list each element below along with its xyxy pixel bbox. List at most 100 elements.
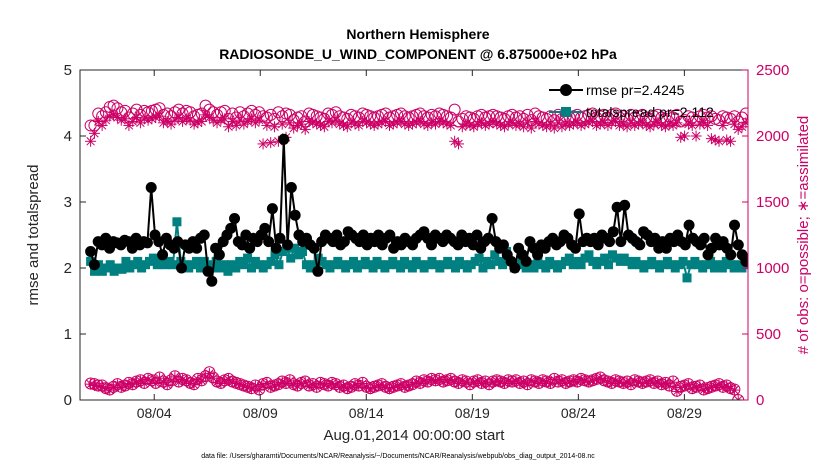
rmse-point: [278, 133, 290, 145]
rmse-point: [176, 262, 188, 274]
y-right-tick-label: 500: [756, 326, 781, 343]
obs-assimilated-low-point: [728, 384, 740, 396]
rmse-point: [520, 255, 532, 267]
obs-assimilated-point: [85, 135, 97, 147]
totalspread-point: [706, 256, 716, 266]
legend: rmse pr=2.4245 totalspread pr=2.112: [549, 82, 714, 120]
obs-assimilated-low-point: [732, 394, 744, 400]
totalspread-point: [168, 260, 178, 270]
y-axis-left-label: rmse and totalspread: [25, 165, 42, 306]
totalspread-point: [584, 250, 594, 260]
obs-assimilated-point: [713, 135, 725, 147]
legend-label-rmse: rmse pr=2.4245: [586, 82, 685, 98]
totalspread-point: [270, 250, 280, 260]
totalspread-point: [604, 260, 614, 270]
y-right-tick-label: 1000: [756, 260, 789, 277]
rmse-point: [634, 239, 646, 251]
rmse-point: [604, 236, 616, 248]
obs-assimilated-low-point: [583, 376, 595, 388]
rmse-point: [145, 181, 157, 193]
totalspread-point: [490, 250, 500, 260]
rmse-point: [338, 236, 350, 248]
rmse-point: [486, 213, 498, 224]
rmse-point: [274, 232, 286, 244]
obs-assimilated-point: [196, 115, 208, 127]
totalspread-point: [541, 263, 551, 273]
obs-assimilated-point: [257, 138, 269, 150]
obs-assimilated-point: [265, 137, 277, 149]
obs-possible-point: [448, 103, 461, 116]
x-axis: 08/04 08/09 08/14 08/19 08/24 08/29: [137, 70, 702, 421]
totalspread-point: [286, 253, 296, 263]
rmse-point: [698, 232, 710, 244]
totalspread-point: [486, 260, 496, 270]
totalspread-point: [90, 266, 100, 276]
x-tick-label: 08/29: [667, 405, 702, 421]
totalspread-point: [223, 266, 233, 276]
y-left-tick-label: 1: [64, 326, 72, 343]
rmse-point: [683, 219, 695, 231]
obs-possible-low-point: [737, 0, 748, 6]
totalspread-point: [133, 256, 143, 266]
rmse-point: [384, 229, 396, 241]
rmse-point: [312, 265, 324, 277]
rmse-point: [740, 255, 748, 267]
obs-assimilated-low-point: [587, 375, 599, 387]
series-layer: [84, 0, 751, 400]
rmse-point: [725, 249, 737, 261]
totalspread-point: [274, 260, 284, 270]
totalspread-point: [600, 253, 610, 263]
y-left-tick-label: 5: [64, 62, 72, 79]
rmse-point: [285, 181, 297, 193]
obs-assimilated-point: [525, 122, 537, 134]
legend-marker-totalspread: [561, 107, 571, 117]
rmse-point: [202, 265, 214, 277]
totalspread-point: [309, 260, 319, 270]
obs-possible-low-point: [740, 0, 751, 6]
obs-assimilated-point: [728, 118, 740, 130]
totalspread-point: [682, 273, 692, 283]
y-axis-left: 0 1 2 3 4 5: [64, 62, 86, 409]
rmse-point: [85, 246, 97, 257]
data-file-footer: data file: /Users/gharamti/Documents/NCA…: [201, 453, 595, 460]
totalspread-point: [239, 260, 249, 270]
totalspread-point: [297, 247, 307, 256]
rmse-point: [497, 239, 509, 251]
obs-possible-point: [272, 106, 285, 119]
obs-assimilated-point: [725, 135, 737, 147]
totalspread-point: [368, 263, 378, 273]
totalspread-point: [478, 263, 488, 273]
y-right-tick-label: 2500: [756, 62, 789, 79]
totalspread-point: [121, 256, 131, 266]
obs-assimilated-point: [276, 118, 288, 130]
totalspread-point: [407, 263, 417, 273]
y-left-tick-label: 3: [64, 194, 72, 211]
totalspread-point: [348, 256, 358, 266]
rmse-point: [732, 239, 744, 251]
totalspread-point: [576, 260, 586, 270]
rmse-point: [229, 213, 241, 224]
totalspread-point: [717, 263, 727, 273]
y-left-tick-label: 0: [64, 392, 72, 409]
rmse-point: [244, 242, 256, 254]
y-right-tick-label: 1500: [756, 194, 789, 211]
totalspread-point: [231, 263, 241, 273]
rmse-point: [569, 242, 581, 254]
totalspread-point: [105, 260, 115, 270]
rmse-point: [308, 242, 320, 254]
totalspread-point: [529, 263, 539, 273]
rmse-point: [157, 249, 169, 261]
totalspread-point: [219, 260, 229, 270]
y-axis-right-label: # of obs: o=possible; ∗=assimilated: [795, 116, 812, 355]
rmse-point: [619, 199, 631, 211]
totalspread-point: [195, 263, 205, 273]
totalspread-point: [564, 253, 574, 263]
chart-title-line2: RADIOSONDE_U_WIND_COMPONENT @ 6.875000e+…: [219, 46, 617, 62]
totalspread-point: [396, 263, 406, 273]
x-tick-label: 08/04: [137, 405, 172, 421]
totalspread-point: [451, 263, 461, 273]
totalspread-point: [290, 243, 300, 253]
obs-assimilated-point: [690, 130, 702, 142]
totalspread-point: [172, 217, 182, 227]
